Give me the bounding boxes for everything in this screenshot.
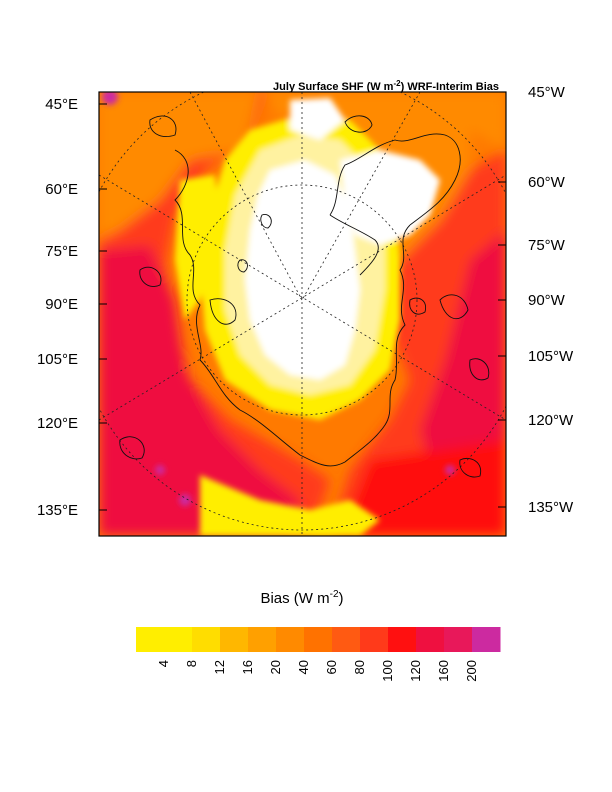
right-label-6: 135°W bbox=[528, 499, 574, 516]
graticule bbox=[99, 92, 506, 536]
colorbar: 4 8 12 16 20 40 60 80 100 120 160 200 bbox=[136, 627, 501, 682]
colorbar-box-7 bbox=[332, 627, 361, 652]
figure-title: July Surface SHF (W m-2) WRF-Interim Bia… bbox=[273, 79, 499, 93]
colorbar-tick-label: 4 bbox=[156, 660, 171, 667]
right-label-4: 105°W bbox=[528, 348, 574, 365]
colorbar-tick-label: 100 bbox=[380, 660, 395, 682]
colorbar-title: Bias (W m-2) bbox=[260, 589, 343, 607]
left-label-0: 45°E bbox=[45, 96, 78, 113]
colorbar-tick-label: 160 bbox=[436, 660, 451, 682]
left-label-1: 60°E bbox=[45, 181, 78, 198]
region-bottom-right-red bbox=[340, 440, 506, 536]
region-left-yellow bbox=[175, 175, 220, 320]
region-namerica-deepred bbox=[420, 230, 506, 500]
region-bottom-yellow bbox=[200, 475, 380, 536]
colorbar-box-3 bbox=[220, 627, 249, 652]
colorbar-tick-label: 60 bbox=[324, 660, 339, 674]
region-central-white bbox=[245, 160, 360, 380]
colorbar-box-2 bbox=[192, 627, 221, 652]
right-label-0: 45°W bbox=[528, 84, 566, 101]
right-axis bbox=[498, 91, 506, 508]
right-label-5: 120°W bbox=[528, 412, 574, 429]
left-label-6: 135°E bbox=[37, 502, 78, 519]
colorbar-box-9 bbox=[388, 627, 417, 652]
colorbar-box-8 bbox=[360, 627, 389, 652]
colorbar-box-0 bbox=[136, 627, 165, 652]
right-label-3: 90°W bbox=[528, 292, 566, 309]
colorbar-box-4 bbox=[248, 627, 277, 652]
colorbar-tick-label: 40 bbox=[296, 660, 311, 674]
colorbar-tick-label: 12 bbox=[212, 660, 227, 674]
colorbar-box-5 bbox=[276, 627, 305, 652]
colorbar-box-6 bbox=[304, 627, 333, 652]
region-top-white-patch bbox=[290, 98, 345, 140]
colorbar-tick-label: 20 bbox=[268, 660, 283, 674]
left-label-3: 90°E bbox=[45, 296, 78, 313]
colorbar-tick-label: 16 bbox=[240, 660, 255, 674]
colorbar-box-11 bbox=[444, 627, 473, 652]
colorbar-box-1 bbox=[164, 627, 193, 652]
right-label-2: 75°W bbox=[528, 237, 566, 254]
region-eurasia-deepred bbox=[99, 245, 300, 536]
colorbar-box-10 bbox=[416, 627, 445, 652]
region-top-band-orange bbox=[265, 92, 506, 150]
bias-field bbox=[99, 92, 506, 536]
right-label-1: 60°W bbox=[528, 174, 566, 191]
magenta-speck-1 bbox=[102, 92, 118, 105]
magenta-speck-4 bbox=[445, 465, 455, 475]
left-axis bbox=[99, 103, 107, 511]
magenta-speck-3 bbox=[155, 465, 165, 475]
colorbar-box-12 bbox=[472, 627, 501, 652]
colorbar-tick-label: 120 bbox=[408, 660, 423, 682]
left-label-2: 75°E bbox=[45, 243, 78, 260]
colorbar-tick-label: 200 bbox=[464, 660, 479, 682]
magenta-speck-2 bbox=[179, 494, 191, 506]
region-northwest-orange bbox=[99, 92, 260, 240]
left-label-5: 120°E bbox=[37, 415, 78, 432]
left-label-4: 105°E bbox=[37, 351, 78, 368]
colorbar-tick-label: 80 bbox=[352, 660, 367, 674]
colorbar-tick-label: 8 bbox=[184, 660, 199, 667]
coastlines bbox=[119, 115, 490, 478]
map-frame bbox=[98, 91, 507, 537]
